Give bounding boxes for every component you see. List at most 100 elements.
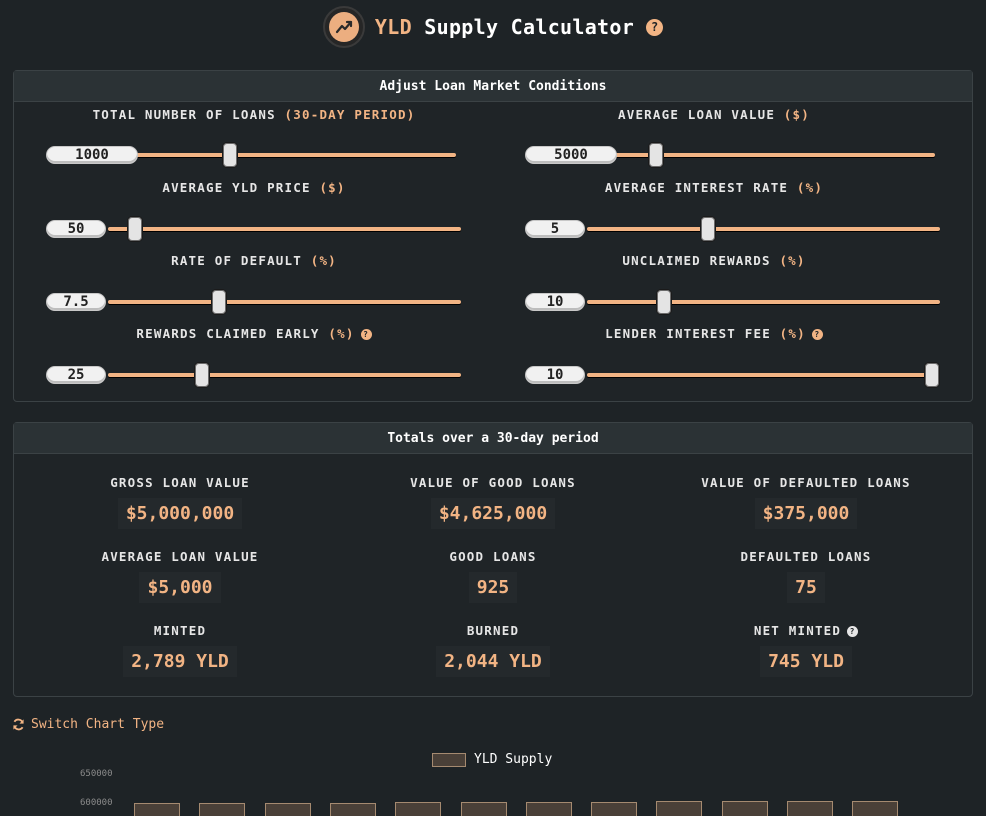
stat-value: 2,789 YLD: [123, 646, 237, 677]
stat-value-of-defaulted-loans: VALUE OF DEFAULTED LOANS $375,000: [656, 475, 956, 529]
stat-value: $5,000: [139, 572, 221, 603]
stat-label: BURNED: [343, 623, 643, 638]
slider-track[interactable]: [587, 373, 940, 377]
slider-label-text: AVERAGE INTEREST RATE: [604, 180, 789, 195]
slider-track[interactable]: [108, 227, 461, 231]
stat-label: NET MINTED?: [656, 623, 956, 638]
title-accent: YLD: [374, 15, 412, 39]
slider-track[interactable]: [587, 300, 940, 304]
slider-track[interactable]: [587, 227, 940, 231]
slider-label: REWARDS CLAIMED EARLY (%)?: [24, 326, 484, 341]
slider-value-input[interactable]: 1000: [46, 146, 138, 164]
stat-good-loans: GOOD LOANS 925: [343, 549, 643, 603]
slider-thumb[interactable]: [127, 216, 143, 242]
stat-net-minted: NET MINTED? 745 YLD: [656, 623, 956, 677]
slider-label-text: AVERAGE YLD PRICE: [162, 180, 311, 195]
slider-unit: ($): [319, 180, 346, 195]
chart-bar[interactable]: [656, 801, 702, 816]
slider-value-input[interactable]: 5000: [525, 146, 617, 164]
slider-thumb[interactable]: [194, 362, 210, 388]
slider-unit: (%): [796, 180, 824, 195]
stat-gross-loan-value: GROSS LOAN VALUE $5,000,000: [30, 475, 330, 529]
stat-defaulted-loans: DEFAULTED LOANS 75: [656, 549, 956, 603]
slider-value-input[interactable]: 7.5: [46, 293, 106, 311]
slider-label-text: AVERAGE LOAN VALUE: [618, 107, 776, 122]
slider-label-text: LENDER INTEREST FEE: [605, 326, 771, 341]
stat-label: VALUE OF GOOD LOANS: [343, 475, 643, 490]
help-icon[interactable]: ?: [847, 626, 859, 637]
stat-value-of-good-loans: VALUE OF GOOD LOANS $4,625,000: [343, 475, 643, 529]
slider-thumb[interactable]: [924, 362, 940, 388]
chart-bar[interactable]: [134, 803, 180, 816]
chart-bar[interactable]: [526, 802, 572, 816]
slider-value-input[interactable]: 10: [525, 366, 585, 384]
stat-label: GOOD LOANS: [343, 549, 643, 564]
slider-track[interactable]: [587, 153, 935, 157]
page-header: YLD Supply Calculator ?: [0, 5, 986, 49]
chart-legend[interactable]: YLD Supply: [432, 752, 552, 767]
slider-unit: (%): [779, 326, 806, 341]
stat-label: MINTED: [30, 623, 330, 638]
stat-value: 2,044 YLD: [436, 646, 550, 677]
slider-unit: (%): [310, 253, 337, 268]
stat-label-text: GROSS LOAN VALUE: [110, 475, 250, 490]
stat-label: GROSS LOAN VALUE: [30, 475, 330, 490]
slider-label: AVERAGE INTEREST RATE (%): [484, 180, 944, 195]
y-tick-label: 600000: [80, 798, 113, 808]
stat-value: $5,000,000: [117, 498, 243, 529]
stat-label-text: BURNED: [466, 623, 520, 638]
slider-label-text: REWARDS CLAIMED EARLY: [136, 326, 320, 341]
slider-value-input[interactable]: 10: [525, 293, 585, 311]
stat-value: 925: [468, 572, 518, 603]
chart-bar[interactable]: [722, 801, 768, 816]
stat-label-text: DEFAULTED LOANS: [740, 549, 872, 564]
refresh-icon: [13, 718, 24, 731]
conditions-heading: Adjust Loan Market Conditions: [14, 71, 972, 102]
chart-bar[interactable]: [265, 803, 311, 816]
stat-average-loan-value: AVERAGE LOAN VALUE $5,000: [30, 549, 330, 603]
slider-thumb[interactable]: [648, 142, 664, 168]
chart-bar[interactable]: [461, 802, 507, 816]
slider-track[interactable]: [108, 300, 461, 304]
legend-label: YLD Supply: [474, 752, 553, 767]
slider-label-text: UNCLAIMED REWARDS: [622, 253, 771, 268]
slider-track[interactable]: [108, 373, 461, 377]
slider-thumb[interactable]: [656, 289, 672, 315]
stat-label-text: AVERAGE LOAN VALUE: [101, 549, 259, 564]
chart-bar[interactable]: [395, 802, 441, 816]
chart-line-icon: [328, 12, 359, 42]
chart-bar[interactable]: [787, 801, 833, 816]
stat-label-text: MINTED: [153, 623, 207, 638]
slider-thumb[interactable]: [700, 216, 716, 242]
totals-panel: Totals over a 30-day period GROSS LOAN V…: [13, 422, 973, 697]
help-icon[interactable]: ?: [360, 329, 372, 340]
slider-track[interactable]: [108, 153, 456, 157]
logo: [322, 6, 365, 48]
stat-label-text: VALUE OF GOOD LOANS: [410, 475, 576, 490]
chart-bar[interactable]: [591, 802, 637, 816]
slider-label: TOTAL NUMBER OF LOANS (30-DAY PERIOD): [24, 107, 484, 122]
help-icon[interactable]: ?: [811, 329, 823, 340]
switch-chart-type-button[interactable]: Switch Chart Type: [12, 717, 164, 732]
stat-label: AVERAGE LOAN VALUE: [30, 549, 330, 564]
slider-value-input[interactable]: 50: [46, 220, 106, 238]
chart-bar[interactable]: [330, 803, 376, 816]
slider-label: AVERAGE LOAN VALUE ($): [484, 107, 944, 122]
slider-value-input[interactable]: 25: [46, 366, 106, 384]
slider-label: RATE OF DEFAULT (%): [24, 253, 484, 268]
switch-chart-type-label: Switch Chart Type: [31, 717, 165, 732]
slider-value-input[interactable]: 5: [525, 220, 585, 238]
stat-label-text: NET MINTED: [753, 623, 842, 638]
stat-minted: MINTED 2,789 YLD: [30, 623, 330, 677]
slider-unit: ($): [783, 107, 810, 122]
chart-bar[interactable]: [199, 803, 245, 816]
stat-value: 745 YLD: [760, 646, 852, 677]
chart-bar[interactable]: [852, 801, 898, 816]
slider-label: LENDER INTEREST FEE (%)?: [484, 326, 944, 341]
slider-thumb[interactable]: [222, 142, 238, 168]
help-icon[interactable]: ?: [646, 18, 664, 36]
slider-label-text: TOTAL NUMBER OF LOANS: [92, 107, 276, 122]
y-tick-label: 650000: [80, 769, 113, 779]
slider-thumb[interactable]: [211, 289, 227, 315]
page-title: YLD Supply Calculator: [375, 15, 634, 39]
